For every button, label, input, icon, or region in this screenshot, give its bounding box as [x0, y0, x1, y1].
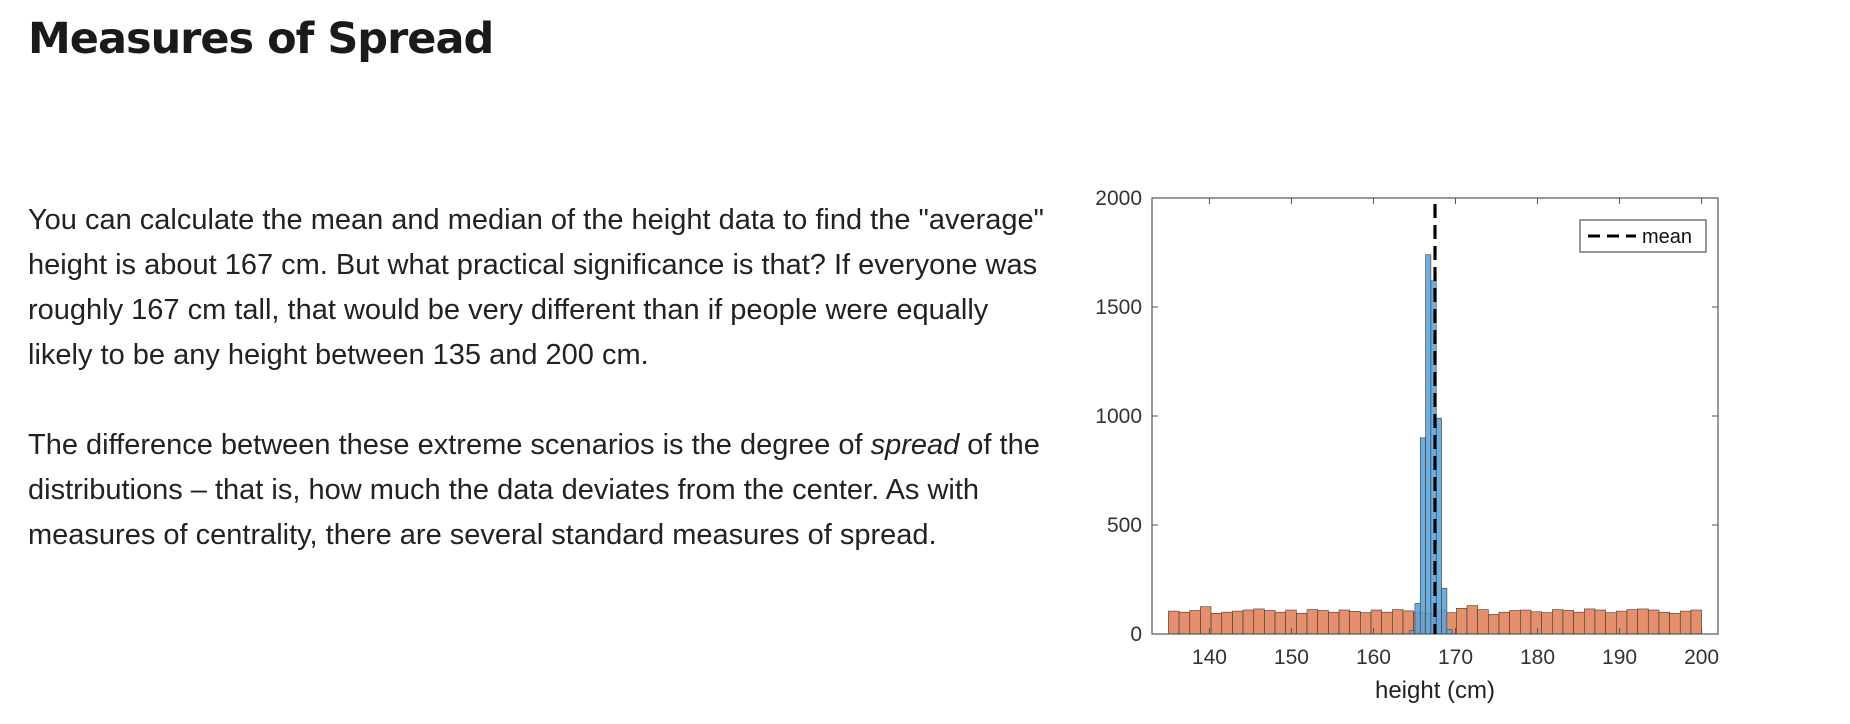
- x-tick-label: 190: [1602, 646, 1637, 669]
- histogram-bar: [1626, 609, 1638, 635]
- paragraph-2-emphasis: spread: [870, 429, 960, 461]
- histogram-bar: [1441, 587, 1448, 635]
- paragraph-1: You can calculate the mean and median of…: [28, 204, 1044, 371]
- y-tick-label: 1500: [1095, 296, 1142, 319]
- x-tick-label: 170: [1438, 646, 1473, 669]
- histogram-bar: [1317, 610, 1329, 635]
- histogram-bar: [1370, 609, 1382, 635]
- histogram-bar: [1328, 611, 1340, 635]
- histogram-bar: [1189, 610, 1201, 635]
- x-tick-label: 200: [1684, 646, 1719, 669]
- histogram-bar: [1435, 417, 1442, 635]
- histogram-bar: [1552, 609, 1564, 635]
- histogram-bar: [1605, 612, 1617, 635]
- histogram-bar: [1530, 611, 1542, 635]
- histogram-bar: [1349, 611, 1361, 635]
- histogram-bar: [1253, 608, 1265, 635]
- x-axis-label: height (cm): [1375, 677, 1495, 704]
- histogram-bar: [1669, 612, 1681, 635]
- histogram-bar: [1232, 610, 1244, 635]
- y-tick-label: 0: [1130, 623, 1142, 646]
- histogram-bar: [1594, 609, 1606, 635]
- histogram-bar: [1637, 608, 1649, 635]
- legend-label: mean: [1642, 226, 1692, 248]
- histogram-bar: [1168, 610, 1180, 635]
- histogram-bar: [1381, 611, 1393, 635]
- histogram-bar: [1477, 609, 1489, 635]
- legend-box: [1579, 219, 1707, 253]
- y-tick-label: 1000: [1095, 405, 1142, 428]
- histogram-bar: [1338, 609, 1350, 635]
- histogram-bar: [1178, 611, 1191, 635]
- histogram-bar: [1488, 614, 1500, 635]
- histogram-bar: [1306, 609, 1318, 635]
- histogram-svg: 140 150 160 170 180 190 2000500100015002000hei…: [1095, 187, 1719, 704]
- histogram-bar: [1425, 254, 1432, 635]
- histogram-bar: [1446, 629, 1453, 635]
- histogram-bar: [1274, 611, 1287, 635]
- histogram-bar: [1573, 611, 1585, 635]
- histogram-bar: [1210, 612, 1223, 635]
- y-tick-label: 2000: [1095, 187, 1142, 210]
- x-tick-label: 180: [1520, 646, 1555, 669]
- x-tick-label: 150: [1274, 646, 1309, 669]
- body-text: You can calculate the mean and median of…: [28, 198, 1048, 603]
- page-title: Measures of Spread: [28, 14, 494, 64]
- x-tick-label: 160: [1356, 646, 1391, 669]
- histogram-bar: [1296, 612, 1308, 635]
- histogram-bar: [1360, 612, 1372, 635]
- histogram-bar: [1419, 437, 1426, 635]
- histogram-bar: [1498, 611, 1510, 635]
- histogram-bar: [1562, 610, 1574, 635]
- paragraph-2-before: The difference between these extreme sce…: [28, 429, 871, 461]
- histogram-bar: [1520, 609, 1532, 635]
- histogram-bar: [1615, 610, 1628, 635]
- histogram-bar: [1221, 611, 1233, 635]
- histogram-bar: [1647, 609, 1660, 635]
- histogram-bar: [1392, 609, 1404, 635]
- histogram-bar: [1658, 611, 1670, 635]
- histogram-bar: [1541, 612, 1553, 635]
- histogram-bar: [1690, 609, 1702, 635]
- histogram-bar: [1583, 608, 1596, 635]
- histogram-bar: [1414, 603, 1421, 635]
- histogram-bar: [1679, 610, 1692, 635]
- histogram-chart: 140 150 160 170 180 190 200 0 500 1000 1500 2000 hei…: [1060, 170, 1820, 724]
- histogram-bar: [1466, 605, 1478, 635]
- histogram-bar: [1242, 609, 1255, 635]
- x-tick-label: 140: [1192, 646, 1227, 669]
- histogram-bar: [1456, 607, 1468, 635]
- histogram-bar: [1264, 610, 1276, 635]
- paragraph-2: The difference between these extreme sce…: [28, 423, 1048, 558]
- y-tick-label: 500: [1107, 514, 1142, 537]
- paragraph-2-after: of the distributions – that is, how much…: [28, 429, 1040, 551]
- histogram-bar: [1509, 610, 1521, 635]
